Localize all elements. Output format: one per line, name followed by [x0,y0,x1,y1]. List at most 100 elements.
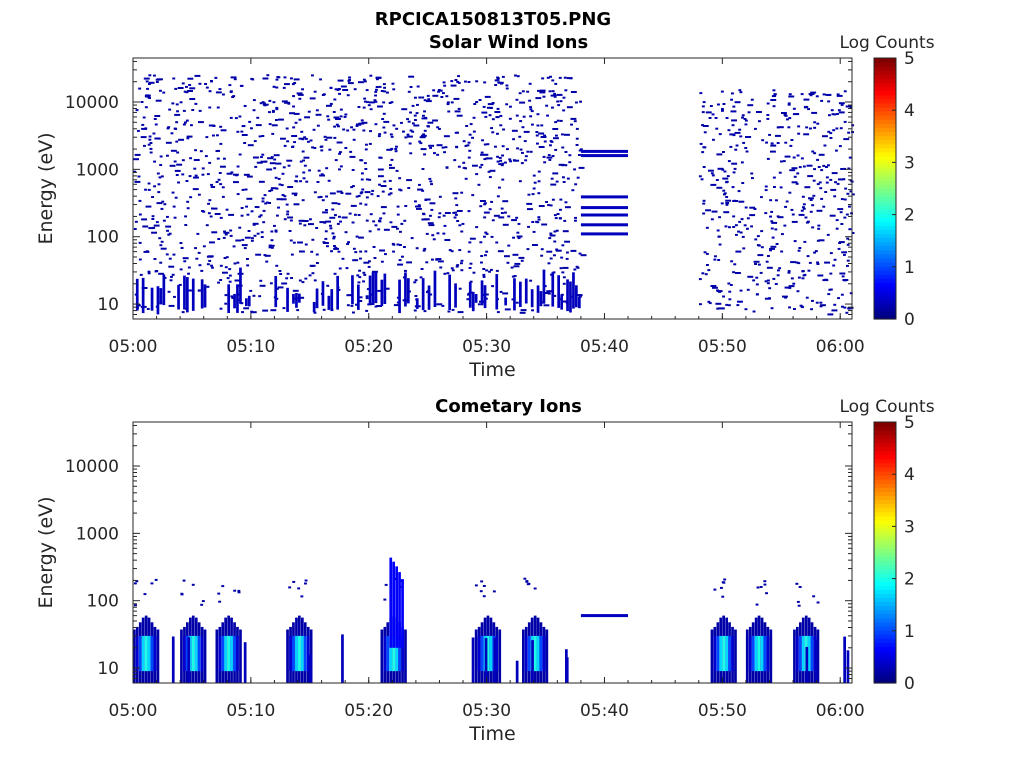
data-cell [301,150,305,153]
data-cell [421,96,425,99]
data-cell [533,587,537,590]
data-cell [526,90,530,93]
data-cell [500,164,504,167]
data-cell [816,122,820,125]
data-cell [490,200,493,203]
data-cell [319,221,326,224]
data-cell [538,132,545,135]
data-cell [734,131,741,134]
data-cell [365,178,369,181]
data-cell [566,251,569,254]
data-cell [547,292,551,295]
data-cell [376,305,383,307]
data-cell [818,181,822,184]
data-cell [162,91,166,94]
data-cell [278,183,282,186]
data-cell [840,198,844,201]
data-cell [718,133,722,136]
data-streak [814,640,818,683]
data-cell [848,156,852,159]
data-cell [377,168,384,171]
colorbar-tick-label: 5 [904,413,915,433]
data-cell [726,175,730,178]
data-cell [839,211,843,214]
data-cell [261,197,265,200]
data-cell [458,287,462,290]
data-cell [737,230,740,233]
y-tick-label: 1000 [76,524,119,544]
data-streak [536,285,540,313]
data-cell [395,169,399,172]
data-cell [549,140,553,143]
data-cell [831,172,838,175]
data-cell [426,125,430,128]
data-burst-core [713,635,717,672]
data-cell [349,155,356,158]
colorbar-segment [874,442,896,448]
data-cell [797,125,801,128]
data-cell [797,604,801,607]
colorbar-segment [874,536,896,541]
data-cell [410,237,414,240]
data-cell [536,142,539,145]
data-cell [841,251,848,254]
data-cell [770,210,774,213]
data-cell [741,235,745,238]
data-cell [441,304,445,307]
data-cell [512,138,515,141]
data-cell [342,89,349,91]
data-cell [811,111,818,114]
colorbar-segment [874,642,896,647]
data-cell [243,105,247,107]
colorbar-segment [874,217,896,222]
data-cell [153,258,157,260]
colorbar-segment [874,127,896,133]
data-cell [407,135,413,138]
data-spike [392,561,395,648]
data-cell [496,78,500,81]
x-axis-label: Time [468,359,516,381]
data-cell [277,177,281,180]
data-cell [446,272,450,275]
data-cell [738,89,742,92]
data-cell [343,115,347,118]
data-cell [784,296,787,299]
colorbar-tick-label: 4 [904,465,915,485]
data-cell [529,106,532,109]
data-cell [246,175,253,178]
data-cell [543,161,547,164]
data-streak [135,278,139,311]
data-cell [378,219,381,222]
data-cell [377,105,383,108]
data-cell [809,210,813,213]
data-burst-core [386,635,390,672]
data-cell [504,161,507,164]
data-burst-core [141,635,145,672]
data-cell [446,103,450,106]
data-cell [230,76,237,79]
data-cell [273,167,277,170]
data-cell [847,131,851,134]
data-burst-core [796,635,799,672]
data-cell [165,141,172,144]
data-cell [734,148,738,151]
data-cell [206,285,210,288]
data-cell [737,190,741,193]
data-cell [573,268,577,271]
data-cell [416,207,422,210]
data-cell [256,161,263,164]
colorbar-segment [874,90,896,96]
data-cell [432,238,436,241]
data-cell [546,114,549,117]
data-cell [788,306,791,309]
data-cell [508,158,512,161]
data-streak [351,275,354,305]
data-cell [275,187,279,190]
data-cell [156,172,160,175]
data-cell [847,167,851,170]
data-cell [578,154,581,156]
data-cell [367,104,371,107]
data-cell [315,113,322,116]
data-cell [441,146,445,149]
